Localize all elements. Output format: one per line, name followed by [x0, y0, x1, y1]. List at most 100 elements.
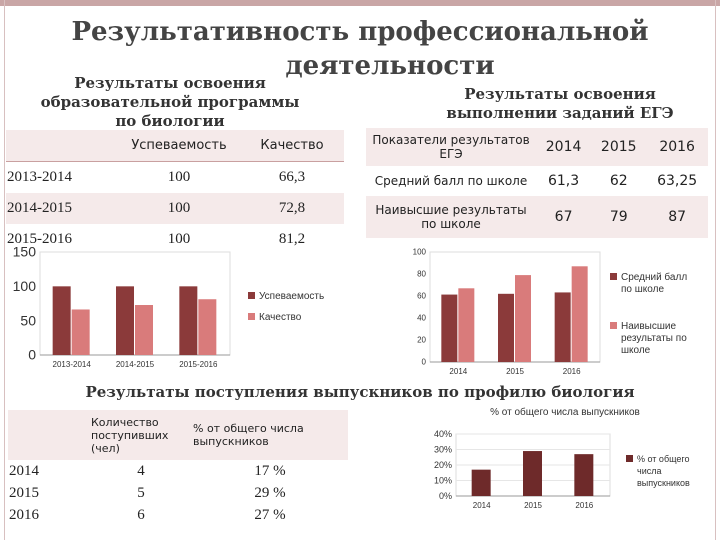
- value-cell: 100: [118, 193, 240, 224]
- table-row: 2015-2016 100 81,2: [6, 224, 344, 255]
- bar: [498, 293, 514, 362]
- value-cell: 63,25: [657, 173, 698, 189]
- table-row: 2014 4 17 %: [8, 460, 348, 482]
- x-tick-label: 2014: [449, 367, 467, 376]
- bar: [458, 288, 475, 362]
- value-cell: 87: [668, 209, 687, 225]
- value-cell: 81,2: [240, 224, 344, 255]
- value-cell: 62: [609, 173, 628, 189]
- x-tick-label: 2016: [575, 501, 593, 510]
- value-cell: 72,8: [240, 193, 344, 224]
- y-tick-label: 80: [417, 270, 426, 279]
- table-row: 2016 6 27 %: [8, 504, 348, 526]
- legend-label: школе: [621, 345, 651, 356]
- admission-table: Количество поступивших (чел) % от общего…: [8, 410, 348, 526]
- value-cell: 67: [554, 209, 573, 225]
- legend-swatch: [626, 455, 633, 462]
- bar: [179, 286, 198, 355]
- year-cell: 2015: [9, 484, 39, 501]
- top-accent-bar: [0, 0, 720, 6]
- bar: [135, 305, 153, 355]
- left-subtitle: Результаты освоения образовательной прог…: [40, 74, 300, 130]
- page-title-line2: деятельности: [285, 51, 495, 81]
- table-header-row: Успеваемость Качество: [6, 130, 344, 162]
- value-cell: 100: [118, 224, 240, 255]
- year-header: 2014: [545, 139, 582, 155]
- legend-label: по школе: [621, 284, 664, 295]
- x-tick-label: 2013-2014: [53, 360, 92, 369]
- column-header: Количество поступивших (чел): [90, 410, 192, 460]
- x-tick-label: 2014: [473, 501, 491, 510]
- table-row: Средний балл по школе 61,3 62 63,25: [366, 166, 708, 196]
- bar: [198, 299, 217, 355]
- bar: [571, 266, 588, 362]
- value-cell: 66,3: [240, 161, 344, 193]
- bar: [441, 294, 458, 362]
- y-tick-label: 60: [417, 292, 426, 301]
- year-cell: 2014-2015: [6, 193, 118, 224]
- bar: [116, 286, 134, 355]
- legend-label: результаты по: [621, 333, 687, 344]
- right-subtitle: Результаты освоения выполнении заданий Е…: [446, 85, 674, 122]
- right-border: [715, 0, 716, 540]
- legend-swatch: [610, 273, 617, 280]
- bar: [471, 469, 491, 496]
- year-cell: 2015-2016: [6, 224, 118, 255]
- bar: [523, 451, 542, 496]
- legend-label: % от общего: [637, 454, 690, 464]
- row-label: Средний балл по школе: [374, 174, 528, 188]
- study-results-table: Успеваемость Качество 2013-2014 100 66,3…: [6, 130, 344, 255]
- value-cell: 4: [137, 462, 145, 479]
- y-tick-label: 20: [417, 336, 426, 345]
- admission-title: Результаты поступления выпускников по пр…: [85, 383, 635, 401]
- x-tick-label: 2015-2016: [179, 360, 218, 369]
- page-title-line1: Результативность профессиональной: [71, 17, 649, 47]
- legend-label: Успеваемость: [259, 291, 324, 302]
- y-tick-label: 10%: [434, 476, 452, 486]
- year-header: 2016: [659, 139, 695, 155]
- legend-label: выпускников: [637, 478, 690, 488]
- legend-label: Наивысшие: [621, 321, 676, 332]
- y-tick-label: 40%: [434, 429, 452, 439]
- value-cell: 100: [118, 161, 240, 193]
- bar: [574, 454, 594, 496]
- table-row: 2015 5 29 %: [8, 482, 348, 504]
- legend-label: числа: [637, 466, 661, 476]
- y-tick-label: 40: [417, 314, 426, 323]
- x-tick-label: 2015: [524, 501, 542, 510]
- y-tick-label: 100: [413, 248, 427, 257]
- y-tick-label: 0%: [439, 491, 452, 501]
- column-header: Качество: [240, 130, 344, 162]
- y-tick-label: 150: [13, 244, 37, 260]
- left-border: [4, 0, 5, 540]
- chart-study-results: 0 50 100 150 2013-2014 2014-2015 2015-2016 Успе…: [13, 244, 325, 369]
- value-cell: 29 %: [254, 484, 286, 501]
- value-cell: 5: [137, 484, 145, 501]
- value-cell: 79: [609, 209, 628, 225]
- bar: [71, 309, 90, 355]
- column-header: Успеваемость: [118, 130, 240, 162]
- year-cell: 2013-2014: [6, 161, 118, 193]
- y-tick-label: 0: [28, 347, 36, 363]
- value-cell: 17 %: [254, 462, 286, 479]
- y-tick-label: 0: [422, 358, 427, 367]
- value-cell: 27 %: [254, 506, 286, 523]
- bar: [52, 286, 71, 355]
- table-row: 2013-2014 100 66,3: [6, 161, 344, 193]
- y-tick-label: 20%: [434, 460, 452, 470]
- row-label: Наивысшие результаты по школе: [375, 203, 527, 231]
- year-cell: 2014: [9, 462, 39, 479]
- legend-swatch: [610, 322, 617, 329]
- table-row: 2014-2015 100 72,8: [6, 193, 344, 224]
- x-tick-label: 2016: [563, 367, 581, 376]
- x-tick-label: 2014-2015: [116, 360, 155, 369]
- legend-label: Средний балл: [621, 271, 687, 283]
- y-tick-label: 50: [20, 312, 36, 328]
- column-header: % от общего числа выпускников: [192, 410, 348, 460]
- value-cell: 61,3: [547, 173, 580, 189]
- x-tick-label: 2015: [506, 367, 524, 376]
- legend-swatch: [248, 313, 255, 320]
- bar: [554, 292, 571, 362]
- year-header: 2015: [600, 139, 637, 155]
